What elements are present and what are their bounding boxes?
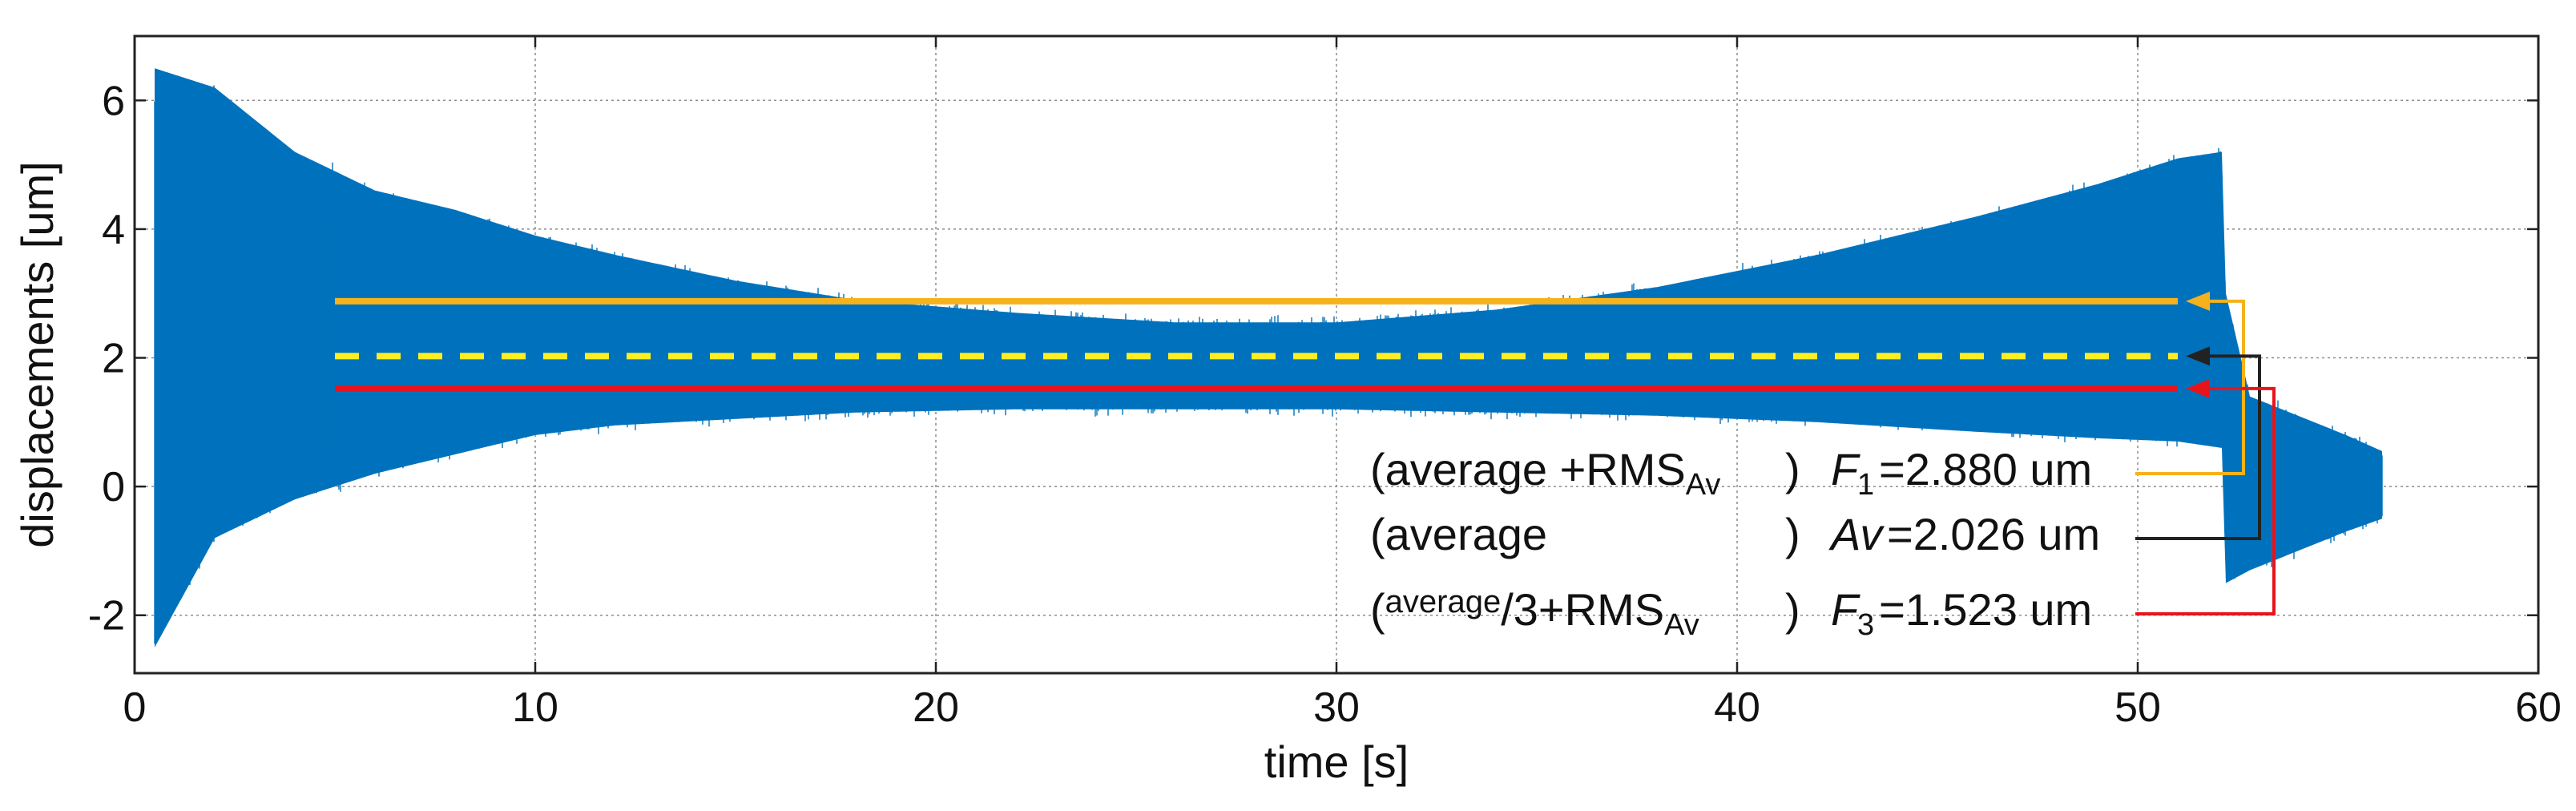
- arrowhead-F3: [2186, 378, 2210, 398]
- x-tick-label: 40: [1714, 684, 1760, 731]
- y-tick-label: 2: [102, 336, 125, 382]
- annotation-symbol-sub-F1: 1: [1857, 468, 1874, 502]
- connector-Av: [2135, 354, 2261, 540]
- annotation-value-Av: =2.026 um: [1887, 509, 2100, 559]
- x-tick-label: 60: [2515, 684, 2562, 731]
- annotation-paren-F3: ): [1785, 584, 1800, 635]
- x-tick-label: 50: [2114, 684, 2161, 731]
- x-tick-label: 0: [123, 684, 147, 731]
- x-axis-label: time [s]: [1264, 736, 1409, 787]
- reference-lines: [335, 297, 2178, 392]
- arrowhead-Av: [2186, 346, 2210, 366]
- tick-labels: 0 10 20 30 40 50 60 -2 0 2 4 6: [88, 36, 2562, 731]
- x-tick-label: 10: [512, 684, 558, 731]
- annotation-F1: (average +RMSAv: [1370, 444, 1720, 502]
- x-tick-label: 30: [1313, 684, 1360, 731]
- annotation-paren-F1: ): [1785, 444, 1800, 494]
- y-tick-label: 4: [102, 207, 125, 253]
- annotation-value-F1: =2.880 um: [1879, 444, 2092, 494]
- annotation-symbol-sub-F3: 3: [1857, 608, 1874, 642]
- arrowhead-F1: [2186, 291, 2210, 311]
- annotation-symbol-Av: Av: [1828, 509, 1885, 559]
- y-tick-label: 0: [102, 464, 125, 510]
- annotation-paren-Av: ): [1785, 509, 1800, 559]
- annotation-value-F3: =1.523 um: [1879, 584, 2092, 635]
- y-axis-label: displacements [um]: [12, 161, 62, 547]
- y-tick-label: -2: [88, 593, 125, 640]
- annotation-F3: (average/3+RMSAv: [1370, 584, 1699, 642]
- annotation-symbol-F3: F: [1831, 584, 1860, 635]
- x-tick-label: 20: [913, 684, 959, 731]
- annotation-Av: (average: [1370, 509, 1547, 559]
- annotation-symbol-F1: F: [1831, 444, 1860, 494]
- annotations: (average +RMSAv) F1 =2.880 um(average) Av =…: [1370, 291, 2276, 642]
- connector-F3: [2135, 386, 2276, 615]
- y-tick-label: 6: [102, 78, 125, 124]
